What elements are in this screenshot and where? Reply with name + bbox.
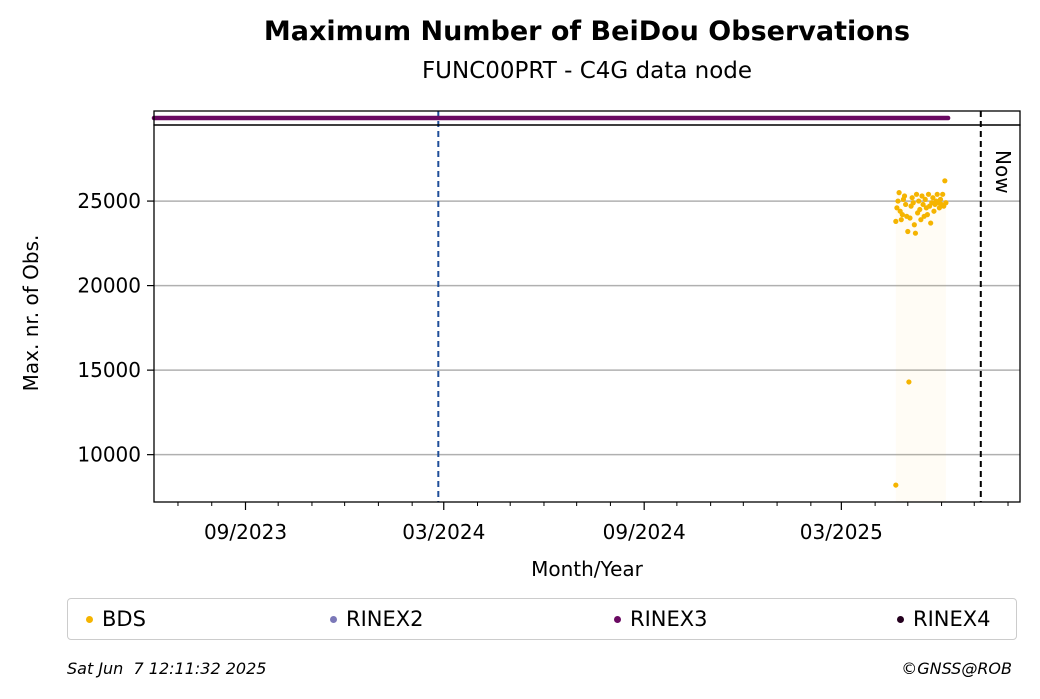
bds-point-20 xyxy=(913,191,920,197)
bds-point-24 xyxy=(918,217,924,223)
bds-point-17 xyxy=(910,200,916,206)
reference-lines xyxy=(437,111,982,502)
legend-entry-rinex3: RINEX3 xyxy=(614,607,708,631)
bds-point-35 xyxy=(930,195,936,201)
y-tick-label-15000: 15000 xyxy=(77,358,141,382)
bds-point-19 xyxy=(912,230,919,236)
legend-label-rinex2: RINEX2 xyxy=(346,607,424,631)
legend-entry-bds: BDS xyxy=(86,607,146,631)
bds-point-26 xyxy=(920,201,926,208)
y-tick-label-10000: 10000 xyxy=(77,443,141,467)
legend-label-rinex4: RINEX4 xyxy=(913,607,991,631)
x-tick-label-1: 03/2024 xyxy=(402,520,485,544)
bds-point-22 xyxy=(916,198,922,204)
bds-point-16 xyxy=(909,195,915,201)
bds-point-33 xyxy=(928,220,934,226)
chart-subtitle: FUNC00PRT - C4G data node xyxy=(421,58,753,84)
bds-point-7 xyxy=(899,212,905,218)
bds-point-1 xyxy=(893,218,899,224)
x-axis-label: Month/Year xyxy=(531,557,644,581)
ticks: 10000 15000 20000 25000 09/2023 03/2024 09/202… xyxy=(77,189,1009,544)
y-axis-label: Max. nr. of Obs. xyxy=(19,235,43,392)
legend-label-rinex3: RINEX3 xyxy=(630,607,708,631)
y-tick-label-25000: 25000 xyxy=(77,189,141,213)
bds-range-band xyxy=(895,192,946,502)
bds-point-10 xyxy=(903,201,909,208)
bds-point-23 xyxy=(917,206,923,213)
plot-frame xyxy=(153,124,1021,503)
legend-entry-rinex4: RINEX4 xyxy=(897,607,991,631)
bds-point-2 xyxy=(894,205,900,211)
x-tick-label-0: 09/2023 xyxy=(204,520,287,544)
bds-point-14 xyxy=(907,215,913,221)
bds-point-6 xyxy=(898,217,904,223)
bds-point-39 xyxy=(934,191,940,197)
legend: BDS RINEX2 RINEX3 RINEX4 xyxy=(67,598,1017,640)
y-tick-label-20000: 20000 xyxy=(77,274,141,298)
legend-marker-rinex4 xyxy=(897,615,904,623)
grid-layer xyxy=(154,200,1020,456)
bds-point-42 xyxy=(937,196,944,202)
bds-point-47 xyxy=(943,200,949,206)
legend-label-bds: BDS xyxy=(102,607,146,631)
bds-point-12 xyxy=(905,228,911,235)
bds-point-44 xyxy=(940,191,946,197)
legend-entry-rinex2: RINEX2 xyxy=(330,607,424,631)
chart-title: Maximum Number of BeiDou Observations xyxy=(263,16,911,47)
legend-marker-bds xyxy=(86,615,93,623)
bds-point-46 xyxy=(942,178,948,184)
strip-frame xyxy=(153,110,1021,126)
bds-point-31 xyxy=(925,191,932,197)
bds-point-28 xyxy=(922,196,928,202)
bds-point-4 xyxy=(896,190,902,196)
bds-point-3 xyxy=(895,198,901,204)
now-annotation: Now xyxy=(991,150,1015,194)
x-tick-label-2: 09/2024 xyxy=(603,520,686,544)
axes xyxy=(153,110,1021,503)
footer-credit: ©GNSS@ROB xyxy=(901,659,1012,678)
bds-points xyxy=(893,178,949,488)
bds-point-36 xyxy=(931,208,937,214)
legend-marker-rinex3 xyxy=(614,615,621,623)
bds-fill-layer xyxy=(895,192,946,502)
x-tick-label-3: 03/2025 xyxy=(800,520,883,544)
bds-point-0 xyxy=(893,482,899,488)
bds-point-13 xyxy=(906,379,912,385)
bds-point-18 xyxy=(911,222,917,228)
legend-marker-rinex2 xyxy=(330,615,337,623)
bds-point-30 xyxy=(924,212,931,218)
footer-timestamp: Sat Jun 7 12:11:32 2025 xyxy=(67,659,267,678)
bds-point-25 xyxy=(919,193,925,199)
bds-point-9 xyxy=(901,193,908,199)
